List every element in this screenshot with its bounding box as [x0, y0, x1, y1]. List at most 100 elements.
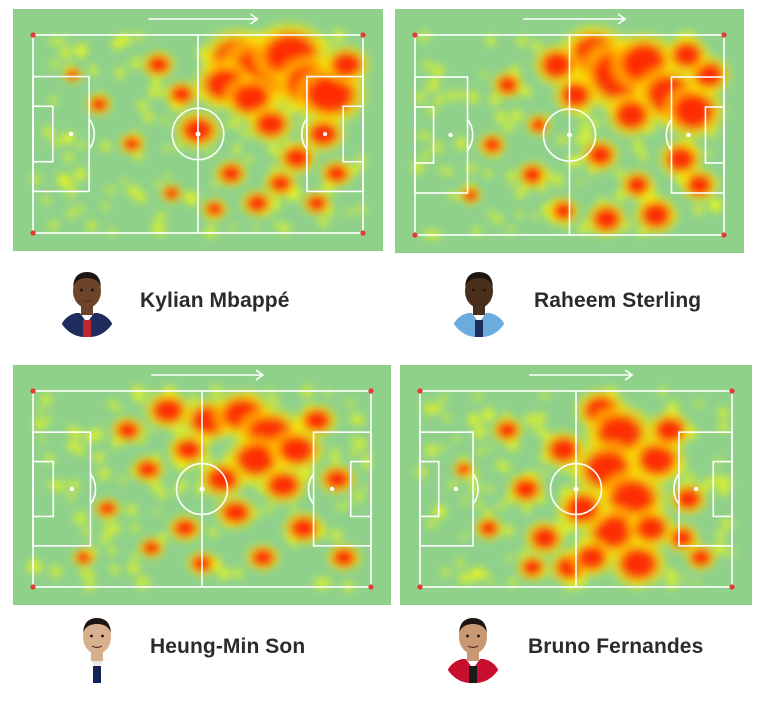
- kit-stripe: [469, 666, 477, 683]
- heat-speck: [493, 458, 506, 471]
- heat-speck: [40, 194, 52, 206]
- heat-speck: [413, 464, 429, 480]
- heat-speck: [66, 477, 82, 493]
- arrow-right-icon: [529, 369, 634, 381]
- penalty-arc-left: [466, 118, 474, 152]
- hair: [459, 618, 487, 633]
- heat-hotspot: [281, 510, 326, 546]
- heat-speck: [98, 139, 113, 154]
- hair: [465, 272, 493, 287]
- penalty-spot-right: [686, 132, 691, 138]
- pitch-lines: [32, 34, 364, 234]
- heat-speck: [438, 443, 448, 454]
- heat-speck: [149, 219, 165, 235]
- heat-hotspot: [554, 485, 610, 533]
- corner-flag: [30, 388, 36, 394]
- center-circle: [171, 107, 225, 161]
- heat-speck: [416, 129, 428, 142]
- heat-speck: [106, 226, 118, 238]
- goal-box-left: [32, 460, 55, 518]
- heat-hotspot: [515, 552, 550, 583]
- heat-speck: [456, 89, 468, 101]
- heat-speck: [694, 398, 705, 409]
- heat-speck: [149, 479, 166, 496]
- heat-hotspot: [92, 496, 123, 521]
- heat-hotspot: [663, 34, 711, 76]
- arrow-head: [624, 369, 634, 381]
- heat-hotspot: [262, 168, 299, 199]
- heatmap-panel-4: Bruno Fernandes: [392, 355, 759, 711]
- heat-speck: [500, 522, 517, 539]
- corner-flag: [729, 584, 735, 590]
- heat-speck: [153, 507, 162, 517]
- heat-speck: [81, 567, 97, 583]
- heat-hotspot: [61, 65, 84, 84]
- heat-speck: [144, 426, 154, 436]
- heat-hotspot: [607, 537, 670, 590]
- corner-flag: [360, 230, 366, 236]
- eye: [80, 288, 83, 292]
- heat-hotspot: [199, 197, 230, 222]
- corner-flag: [412, 32, 418, 38]
- heat-speck: [48, 58, 61, 70]
- heat-speck: [91, 449, 107, 465]
- headshot-drawing: [56, 265, 118, 337]
- center-spot: [573, 486, 579, 492]
- heat-speck: [38, 391, 55, 408]
- heat-speck: [495, 500, 507, 513]
- heat-speck: [40, 124, 57, 140]
- heat-hotspot: [318, 158, 355, 189]
- corner-flag: [368, 388, 374, 394]
- heatmap-chart: [395, 9, 744, 253]
- heat-speck: [100, 201, 111, 212]
- heat-speck: [540, 468, 550, 478]
- heat-speck: [417, 29, 432, 44]
- heat-speck: [589, 116, 603, 130]
- heat-speck: [409, 158, 427, 176]
- heat-speck: [161, 144, 171, 154]
- heatmap-pitch: [395, 9, 744, 253]
- heat-speck: [437, 165, 446, 174]
- heat-speck: [318, 219, 328, 228]
- heat-hotspot: [117, 132, 147, 156]
- heat-speck: [423, 85, 432, 94]
- pitch-lines: [419, 390, 733, 588]
- player-name: Kylian Mbappé: [140, 289, 290, 312]
- heat-speck: [555, 134, 567, 145]
- heat-speck: [129, 551, 139, 561]
- player-card: Kylian Mbappé: [56, 265, 290, 337]
- heat-hotspot: [300, 189, 334, 217]
- heat-hotspot: [266, 426, 327, 474]
- corner-flag: [30, 584, 36, 590]
- penalty-spot-left: [453, 486, 459, 492]
- corner-flag: [360, 32, 366, 38]
- eye: [477, 634, 480, 638]
- corner-flag: [368, 584, 374, 590]
- heat-speck: [98, 531, 113, 546]
- heat-hotspot: [321, 43, 372, 86]
- heat-speck: [507, 106, 526, 125]
- heat-speck: [71, 509, 90, 528]
- eye: [101, 634, 104, 638]
- heat-speck: [472, 566, 486, 580]
- heat-speck: [492, 108, 510, 126]
- heat-speck: [713, 527, 728, 542]
- heat-speck: [62, 150, 76, 164]
- heat-speck: [515, 33, 530, 49]
- heat-speck: [692, 579, 701, 588]
- heat-layer: [29, 19, 372, 241]
- heat-speck: [430, 140, 445, 155]
- heat-hotspot: [275, 139, 319, 176]
- heat-speck: [163, 172, 172, 182]
- kit-collar: [472, 313, 486, 323]
- heat-speck: [413, 90, 428, 105]
- goal-box-left: [32, 105, 54, 163]
- heat-speck: [444, 88, 459, 103]
- player-card: Raheem Sterling: [448, 265, 701, 337]
- heat-hotspot: [451, 459, 476, 480]
- heat-speck: [251, 223, 260, 232]
- player-name: Heung-Min Son: [150, 635, 306, 658]
- heat-hotspot: [163, 79, 200, 110]
- heat-speck: [531, 212, 541, 221]
- heat-hotspot: [244, 542, 282, 573]
